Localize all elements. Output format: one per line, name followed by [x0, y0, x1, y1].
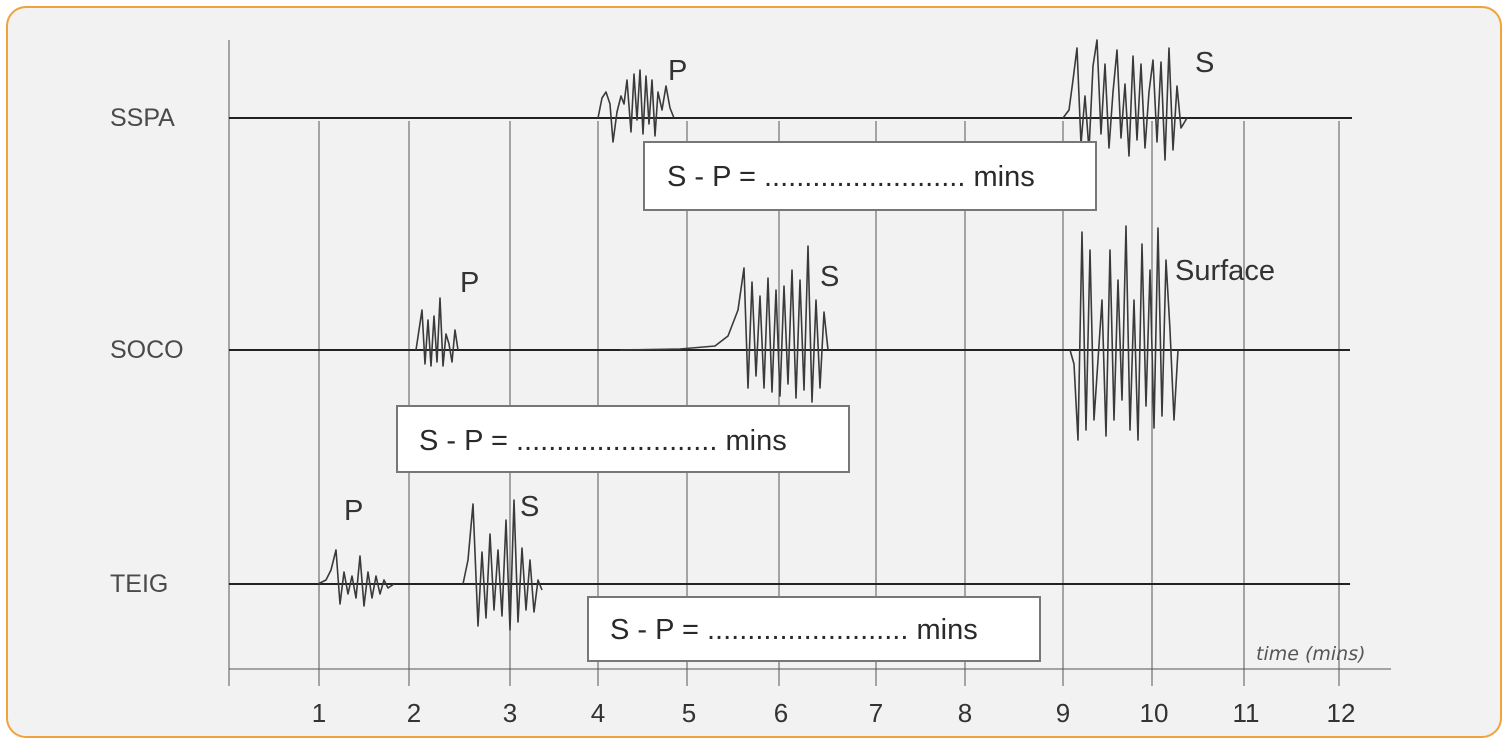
- tick-label-11: 11: [1233, 698, 1260, 728]
- sp-box-sspa: S - P = ......................... mins: [643, 141, 1097, 211]
- station-label-soco: SOCO: [110, 336, 184, 364]
- tick-label-7: 7: [869, 698, 883, 728]
- wave-label-teig-p: P: [344, 495, 363, 527]
- time-gridlines: [228, 40, 1391, 686]
- tick-label-1: 1: [312, 698, 326, 728]
- trace-soco-surface: [1069, 225, 1179, 441]
- trace-sspa-p: [597, 69, 675, 143]
- tick-label-2: 2: [407, 698, 421, 728]
- wave-label-teig-s: S: [520, 491, 539, 523]
- wave-label-soco-surface: Surface: [1175, 255, 1275, 287]
- wave-label-sspa-p: P: [668, 55, 687, 87]
- tick-label-5: 5: [682, 698, 696, 728]
- tick-label-3: 3: [503, 698, 517, 728]
- sp-box-soco-text: S - P = ......................... mins: [419, 425, 787, 457]
- trace-teig-p: [317, 549, 395, 607]
- wave-label-soco-s: S: [820, 261, 839, 293]
- sp-box-sspa-text: S - P = ......................... mins: [667, 161, 1035, 193]
- time-axis-title: time (mins): [1256, 643, 1366, 665]
- tick-label-4: 4: [591, 698, 605, 728]
- sp-box-soco: S - P = ......................... mins: [396, 405, 850, 473]
- tick-label-9: 9: [1056, 698, 1070, 728]
- trace-teig-s: [462, 499, 543, 631]
- trace-soco-s: [619, 245, 829, 403]
- station-label-sspa: SSPA: [110, 104, 175, 132]
- sp-box-teig-text: S - P = ......................... mins: [610, 614, 978, 646]
- sp-box-teig: S - P = ......................... mins: [587, 596, 1041, 662]
- tick-label-10: 10: [1140, 698, 1169, 728]
- wave-label-soco-p: P: [460, 267, 479, 299]
- trace-soco-p: [415, 297, 459, 367]
- wave-label-sspa-s: S: [1195, 47, 1214, 79]
- station-label-teig: TEIG: [110, 570, 168, 598]
- time-tick-labels: 1 2 3 4 5 6 7 8 9 10 11 12: [312, 698, 1356, 728]
- tick-label-8: 8: [958, 698, 972, 728]
- tick-label-6: 6: [774, 698, 788, 728]
- trace-sspa-s: [1062, 39, 1188, 161]
- tick-label-12: 12: [1327, 698, 1356, 728]
